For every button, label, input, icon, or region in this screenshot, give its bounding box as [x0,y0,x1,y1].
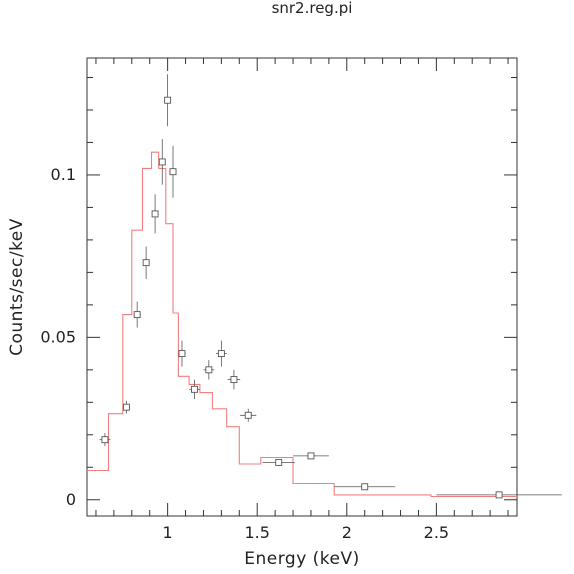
point-marker [191,385,198,393]
data-point [169,145,177,198]
y-tick-label: 0.05 [40,327,76,346]
point-marker [169,168,177,176]
y-axis-label: Counts/sec/keV [7,218,27,356]
data-point [122,400,130,414]
point-marker [164,96,172,104]
point-marker [133,311,141,319]
point-marker [361,483,369,491]
data-point [142,246,150,279]
data-point [164,74,172,127]
point-marker [101,436,109,444]
point-marker [307,452,315,460]
data-point [133,301,141,328]
x-tick-label: 2.5 [424,523,449,542]
data-point [151,194,159,234]
point-marker [230,376,238,384]
y-tick-label: 0 [66,490,76,509]
point-marker [217,350,225,358]
model-series [87,151,517,498]
point-marker [122,403,130,411]
point-marker [495,491,503,499]
tick-marks [87,58,517,516]
x-tick-label: 1.5 [244,523,269,542]
x-tick-label: 2 [342,523,352,542]
point-marker [178,350,186,358]
data-point [216,340,227,367]
point-marker [205,366,213,374]
data-point [334,483,396,491]
y-tick-label: 0.1 [51,165,76,184]
point-marker [275,458,283,466]
data-point [189,379,200,400]
x-axis-label: Energy (keV) [244,549,360,569]
data-point [262,458,295,466]
model-step-line [87,151,517,498]
data-point [227,369,241,390]
data-point [203,360,215,380]
point-marker [151,210,159,218]
plot-frame [86,57,518,517]
point-marker [244,411,252,419]
data-point [99,433,111,447]
data-point [178,340,186,367]
chart-title: snr2.reg.pi [272,0,353,17]
x-tick-label: 1 [163,523,173,542]
data-point [240,408,257,422]
data-point [293,452,329,460]
point-marker [158,158,166,166]
data-point [436,491,562,499]
data-point [158,139,166,185]
tick-labels: 1 1.5 2 2.5 0 0.05 0.1 [40,165,449,542]
data-series [99,74,562,499]
point-marker [142,259,150,267]
